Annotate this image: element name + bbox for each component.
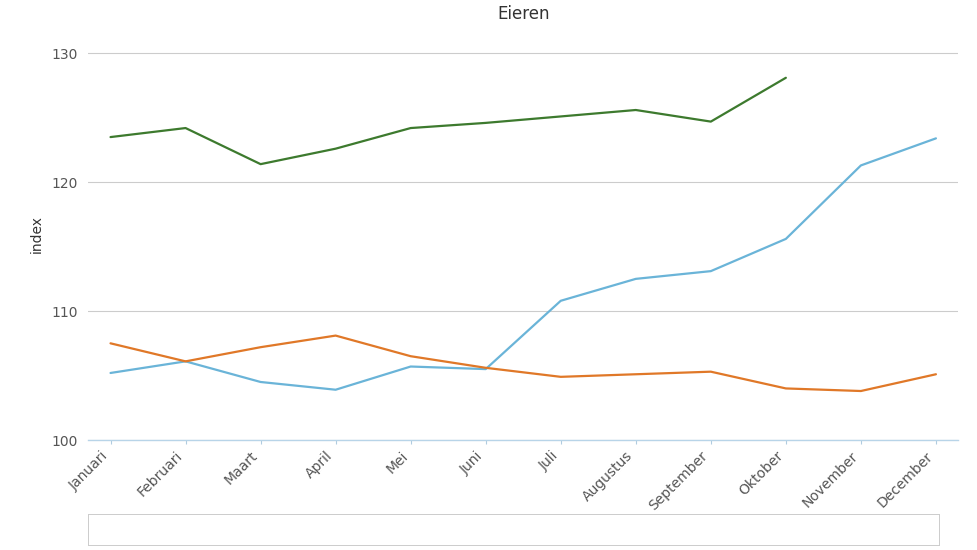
Y-axis label: index: index xyxy=(29,214,43,253)
Title: Eieren: Eieren xyxy=(496,5,549,23)
